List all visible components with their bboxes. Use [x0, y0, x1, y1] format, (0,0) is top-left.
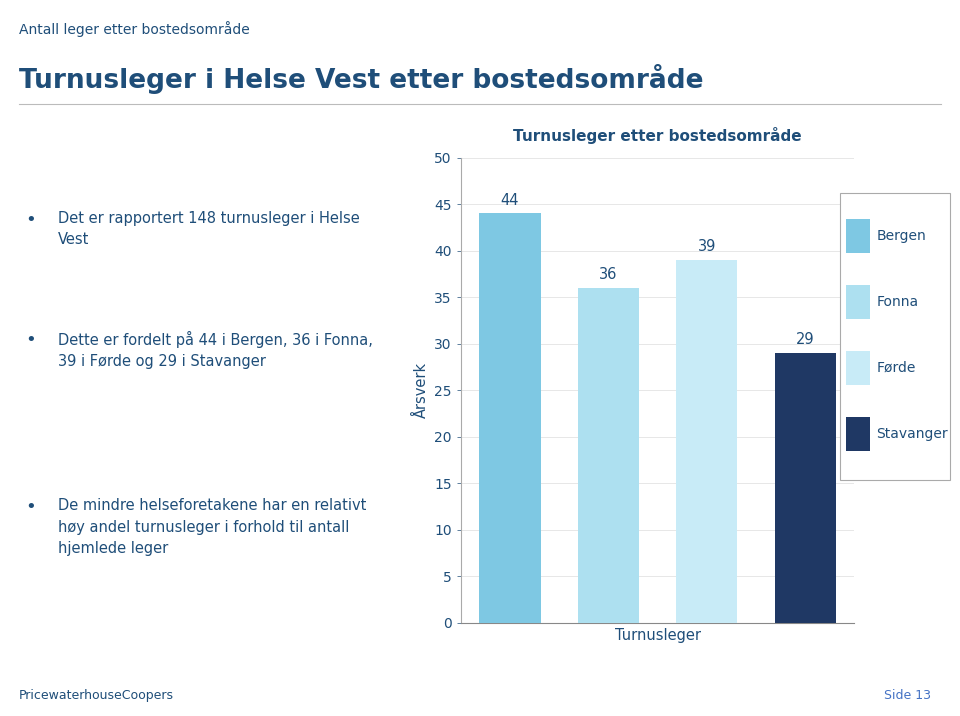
- Bar: [479, 213, 540, 623]
- Text: PricewaterhouseCoopers: PricewaterhouseCoopers: [19, 689, 174, 702]
- FancyBboxPatch shape: [840, 193, 950, 480]
- Text: Fonna: Fonna: [876, 295, 919, 309]
- Title: Turnusleger etter bostedsområde: Turnusleger etter bostedsområde: [514, 127, 802, 144]
- Text: Det er rapportert 148 turnusleger i Helse
Vest: Det er rapportert 148 turnusleger i Hels…: [58, 211, 360, 247]
- Bar: [775, 353, 836, 623]
- Text: Antall leger etter bostedsområde: Antall leger etter bostedsområde: [19, 21, 250, 37]
- Bar: [846, 417, 870, 451]
- Text: •: •: [25, 498, 36, 516]
- Text: •: •: [25, 211, 36, 228]
- Text: De mindre helseforetakene har en relativt
høy andel turnusleger i forhold til an: De mindre helseforetakene har en relativ…: [58, 498, 366, 556]
- Text: Dette er fordelt på 44 i Bergen, 36 i Fonna,
39 i Førde og 29 i Stavanger: Dette er fordelt på 44 i Bergen, 36 i Fo…: [58, 331, 372, 369]
- Y-axis label: Årsverk: Årsverk: [414, 362, 428, 418]
- Text: Turnusleger i Helse Vest etter bostedsområde: Turnusleger i Helse Vest etter bostedsom…: [19, 64, 704, 95]
- Text: Førde: Førde: [876, 361, 916, 375]
- Text: Stavanger: Stavanger: [876, 427, 948, 441]
- Text: 36: 36: [599, 267, 617, 282]
- Bar: [846, 351, 870, 385]
- Bar: [578, 288, 639, 623]
- Text: 44: 44: [501, 193, 519, 208]
- Bar: [846, 219, 870, 253]
- Text: 39: 39: [698, 239, 716, 254]
- Text: Side 13: Side 13: [884, 689, 931, 702]
- Bar: [846, 285, 870, 319]
- Text: Bergen: Bergen: [876, 229, 926, 243]
- Bar: [676, 260, 737, 623]
- Text: •: •: [25, 331, 36, 349]
- Text: 29: 29: [796, 332, 814, 347]
